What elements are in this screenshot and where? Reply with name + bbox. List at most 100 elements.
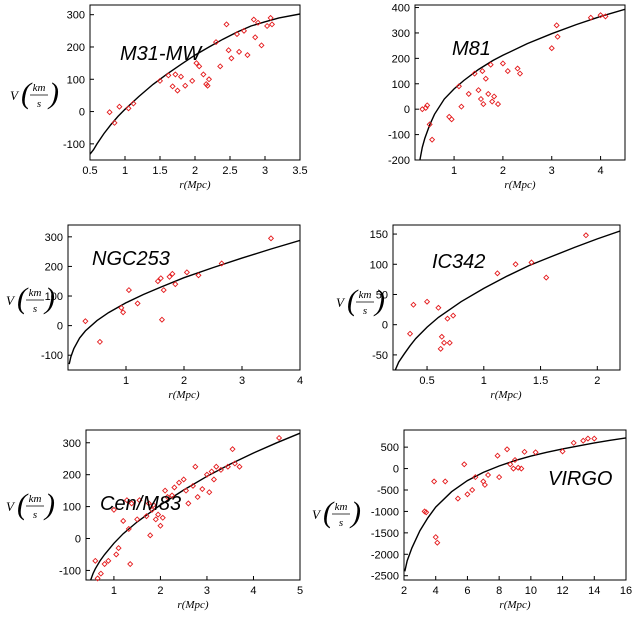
- data-point: [435, 304, 442, 311]
- data-point: [515, 464, 522, 471]
- data-point: [185, 500, 192, 507]
- x-tick-label: 1: [122, 165, 128, 177]
- data-point: [444, 315, 451, 322]
- x-axis-label: r(Mpc): [499, 599, 530, 611]
- data-point: [406, 330, 414, 337]
- data-point: [580, 437, 587, 444]
- panel-1: 0.5 1 1.5 2 2.5 3 3.5 -100 0 100 200 300 M31-MW r(Mpc…: [10, 4, 308, 191]
- panel-title: VIRGO: [548, 468, 612, 490]
- data-point: [143, 513, 150, 520]
- data-point: [518, 465, 525, 472]
- data-point: [169, 492, 176, 499]
- fit-curve: [394, 230, 620, 370]
- y-tick-label: 0: [382, 320, 388, 332]
- panel-2: 1 2 3 4 -200 -100 0 100 200 300 400 M81 r(Mpc): [388, 3, 626, 191]
- data-point: [472, 474, 479, 481]
- data-point: [127, 561, 134, 568]
- y-tick-label: -50: [372, 350, 388, 362]
- data-point: [94, 575, 101, 582]
- data-point: [510, 465, 517, 472]
- y-tick-label: 100: [370, 259, 388, 271]
- data-point: [570, 439, 577, 446]
- data-point: [504, 446, 511, 453]
- data-point: [559, 448, 566, 455]
- plot-frame: [85, 429, 301, 581]
- y-label-denominator: s: [33, 303, 37, 315]
- x-tick-label: 5: [297, 585, 303, 597]
- data-point: [125, 287, 132, 294]
- y-label-denominator: s: [33, 509, 37, 521]
- y-tick-label: -100: [388, 130, 410, 142]
- data-point: [587, 14, 594, 21]
- data-point: [461, 461, 468, 468]
- data-point: [465, 90, 472, 97]
- data-point: [499, 60, 506, 67]
- data-point: [254, 19, 262, 26]
- y-tick-label: 0: [393, 464, 399, 476]
- data-point: [193, 60, 200, 67]
- data-point: [494, 270, 501, 277]
- data-point: [120, 309, 127, 316]
- y-tick-label: 200: [67, 42, 85, 54]
- data-point: [448, 116, 455, 123]
- fit-curve: [419, 8, 625, 160]
- y-tick-label: -100: [59, 565, 81, 577]
- data-point: [228, 55, 235, 62]
- data-point: [183, 269, 190, 276]
- data-point: [199, 486, 206, 493]
- x-tick-label: 4: [297, 375, 303, 387]
- data-point: [136, 497, 143, 504]
- y-label-right-paren: ): [47, 77, 59, 110]
- data-point: [165, 72, 172, 79]
- y-tick-label: -200: [388, 155, 410, 167]
- data-point: [507, 461, 514, 468]
- x-tick-label: 2: [594, 375, 600, 387]
- data-point: [174, 87, 181, 94]
- y-axis-label: V(km s): [312, 496, 361, 529]
- data-point: [157, 275, 164, 282]
- y-label-numerator: km: [29, 287, 42, 299]
- data-point: [446, 113, 453, 120]
- fit-curve: [68, 239, 300, 365]
- data-point: [591, 435, 598, 442]
- data-point: [458, 103, 465, 110]
- x-tick-label: 3: [204, 585, 210, 597]
- y-axis-symbol: V: [10, 88, 20, 103]
- data-point: [454, 495, 461, 502]
- panel-6: 2 4 6 8 10 12 14 16 -2500 -2000 -1500 -1000 -500 0 500…: [312, 429, 632, 611]
- x-axis-label: r(Mpc): [168, 389, 199, 401]
- data-point: [477, 95, 484, 103]
- y-tick-label: 50: [376, 289, 388, 301]
- x-tick-label: 2: [192, 165, 198, 177]
- data-point: [177, 73, 185, 80]
- data-point: [217, 466, 224, 473]
- panel-5: 1 2 3 4 5 -100 0 100 200 300 Cen/M83 r(Mpc) V(km s): [6, 429, 303, 611]
- data-point: [441, 339, 448, 346]
- data-point: [162, 487, 169, 494]
- data-point: [514, 65, 521, 72]
- data-point: [250, 16, 257, 23]
- x-axis-label: r(Mpc): [490, 389, 521, 401]
- data-point: [120, 517, 127, 524]
- data-point: [115, 545, 122, 552]
- y-label-right-paren: ): [373, 284, 385, 317]
- y-tick-label: 0: [404, 104, 410, 116]
- data-point: [166, 273, 173, 280]
- data-point: [158, 316, 165, 323]
- data-point: [110, 506, 117, 513]
- data-point: [491, 93, 498, 100]
- data-point: [442, 478, 449, 485]
- data-point: [553, 22, 560, 29]
- x-tick-label: 2: [500, 165, 506, 177]
- y-label-left-paren: (: [347, 284, 359, 317]
- y-tick-label: -500: [377, 485, 399, 497]
- data-point: [485, 90, 492, 97]
- x-tick-label: 14: [588, 585, 600, 597]
- data-point: [434, 539, 441, 546]
- x-tick-label: 2: [181, 375, 187, 387]
- data-point: [208, 468, 215, 475]
- panel-title: M31-MW: [120, 43, 203, 65]
- data-point: [205, 76, 213, 83]
- data-point: [233, 31, 241, 38]
